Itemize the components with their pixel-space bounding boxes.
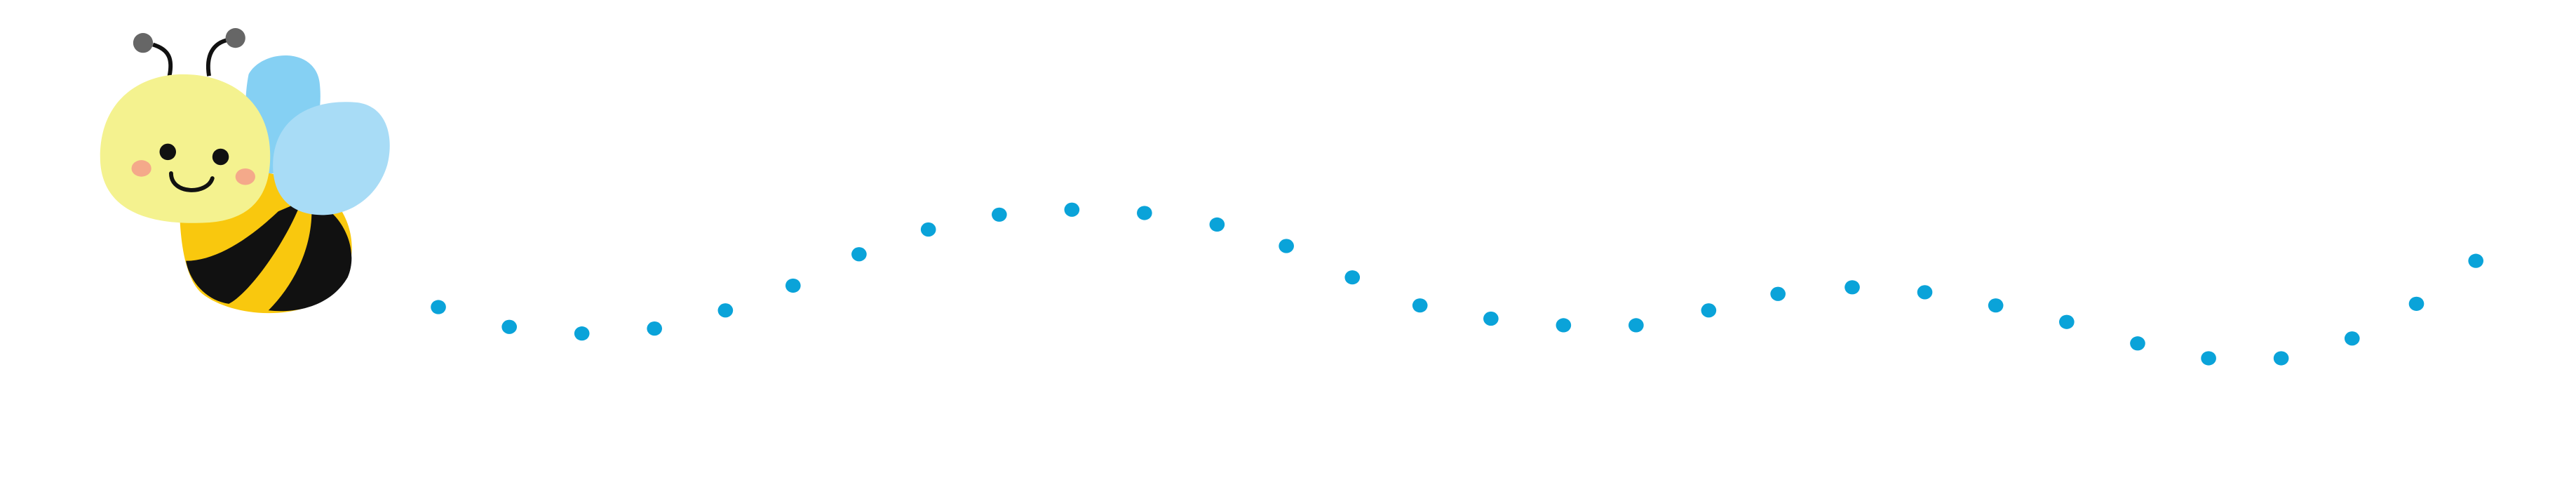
- trail-dot: [1064, 202, 1080, 217]
- trail-dot: [2344, 331, 2360, 346]
- cheek: [235, 168, 255, 185]
- trail-dot: [1279, 239, 1294, 253]
- trail-dot: [2468, 253, 2484, 268]
- trail-dot: [1344, 270, 1361, 285]
- trail-dot: [1556, 318, 1572, 333]
- trail-dot: [1845, 280, 1860, 295]
- eye: [159, 143, 177, 161]
- antenna-tip: [133, 33, 154, 53]
- stripe: [186, 201, 302, 304]
- trail-dot: [2130, 336, 2145, 351]
- trail-dot: [1701, 303, 1717, 318]
- antenna: [206, 37, 230, 77]
- trail-dot: [501, 319, 518, 334]
- trail-dot: [1988, 298, 2004, 313]
- trail-dot: [1483, 311, 1499, 326]
- stripe: [268, 201, 352, 312]
- trail-dot: [992, 207, 1007, 222]
- flight-trail: [431, 202, 2484, 366]
- head: [100, 74, 271, 223]
- trail-dot: [2273, 351, 2289, 366]
- trail-dot: [1770, 286, 1786, 301]
- trail-dot: [785, 278, 801, 293]
- trail-dot: [1137, 206, 1152, 220]
- trail-dot: [647, 321, 663, 336]
- trail-dot: [1412, 298, 1428, 313]
- trail-dot: [2058, 314, 2075, 329]
- trail-dot: [574, 326, 590, 341]
- trail-dot: [717, 303, 734, 318]
- trail-dot: [1628, 318, 1644, 333]
- trail-dot: [2408, 296, 2425, 311]
- wing: [273, 102, 390, 215]
- eye: [212, 148, 229, 166]
- antenna-tip: [225, 27, 245, 48]
- trail-dot: [2201, 351, 2216, 366]
- mouth: [169, 171, 215, 192]
- trail-dot: [1209, 217, 1225, 232]
- trail-dot: [1917, 285, 1933, 300]
- trail-dot: [920, 222, 936, 237]
- antenna: [152, 42, 173, 77]
- cheek: [131, 160, 151, 177]
- bee: [100, 27, 390, 314]
- trail-dot: [851, 247, 867, 262]
- trail-dot: [431, 300, 446, 314]
